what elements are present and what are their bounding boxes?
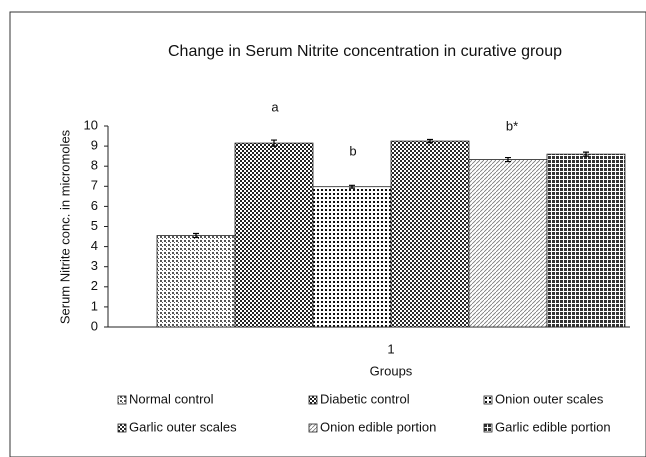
y-tick-label: 9: [91, 138, 98, 153]
legend-swatch: [117, 423, 127, 433]
y-axis-label: Serum Nitrite conc. in micromoles: [57, 129, 72, 324]
error-bar: [349, 184, 355, 189]
bar: [234, 142, 314, 328]
legend-label: Onion outer scales: [495, 391, 604, 406]
y-tick-label: 5: [91, 218, 98, 233]
legend-swatch: [308, 423, 318, 433]
frame: [9, 11, 646, 457]
x-tick-label: 1: [387, 341, 394, 356]
bar: [390, 140, 470, 328]
error-bar: [505, 156, 511, 163]
y-tick-label: 3: [91, 258, 98, 273]
error-bar: [193, 232, 199, 239]
error-bar: [583, 151, 589, 157]
legend-label: Garlic edible portion: [495, 419, 611, 434]
legend-label: Onion edible portion: [320, 419, 436, 434]
y-tick-label: 7: [91, 178, 98, 193]
bar: [156, 235, 236, 328]
y-tick-label: 1: [91, 298, 98, 313]
legend-swatch: [308, 395, 318, 405]
legend-label: Garlic outer scales: [129, 419, 237, 434]
chart-title: Change in Serum Nitrite concentration in…: [168, 43, 562, 60]
error-bar: [427, 138, 433, 144]
legend-swatch: [483, 423, 493, 433]
error-bar: [271, 139, 277, 147]
y-tick-label: 6: [91, 198, 98, 213]
legend-swatch: [483, 395, 493, 405]
y-tick-label: 4: [91, 238, 98, 253]
annotation: a: [271, 99, 279, 114]
y-tick-label: 2: [91, 278, 98, 293]
bar: [468, 159, 548, 328]
legend-label: Normal control: [129, 391, 214, 406]
bar: [312, 186, 392, 328]
y-tick-label: 0: [91, 318, 98, 333]
annotation: b*: [506, 118, 518, 133]
legend-swatch: [117, 395, 127, 405]
legend-label: Diabetic control: [320, 391, 410, 406]
bar: [546, 153, 626, 328]
x-axis-label: Groups: [370, 363, 413, 378]
y-tick-label: 8: [91, 158, 98, 173]
annotation: b: [349, 143, 356, 158]
y-tick-label: 10: [84, 117, 98, 132]
